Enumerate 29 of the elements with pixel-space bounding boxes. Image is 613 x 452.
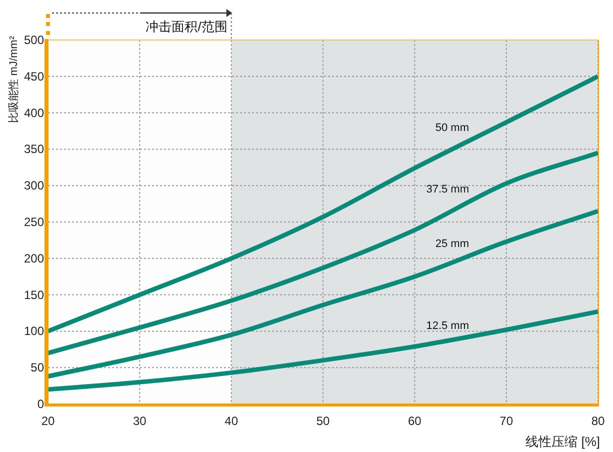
y-tick-label: 350 (24, 142, 44, 156)
x-tick-label: 70 (500, 414, 514, 428)
y-tick-label: 400 (24, 106, 44, 120)
line-series (46, 309, 600, 392)
y-tick-label: 200 (24, 251, 44, 266)
y-tick-label: 450 (24, 69, 44, 84)
x-tick-label: 20 (41, 414, 55, 428)
x-tick-label: 40 (224, 414, 238, 428)
line-series (46, 208, 600, 379)
x-axis-title: 线性压缩 [%] (526, 434, 600, 449)
series-label: 12.5 mm (426, 320, 469, 332)
series-label: 25 mm (435, 238, 469, 250)
x-tick-label: 60 (408, 414, 422, 428)
series-label: 37.5 mm (426, 183, 469, 196)
y-tick-label: 50 (30, 360, 44, 375)
y-tick-label: 150 (24, 288, 44, 302)
line-series (46, 74, 600, 334)
line-series (46, 150, 600, 356)
y-tick-label: 300 (24, 178, 44, 193)
x-tick-label: 80 (591, 414, 605, 428)
x-tick-label: 30 (132, 414, 147, 428)
y-tick-label: 250 (24, 215, 44, 229)
series-label: 50 mm (435, 122, 469, 134)
y-tick-label: 500 (24, 33, 44, 47)
x-tick-label: 50 (316, 414, 330, 428)
y-tick-label: 100 (24, 324, 44, 338)
y-axis-title: 比吸能性 mJ/mm² (7, 36, 20, 123)
y-tick-label: 0 (37, 397, 44, 411)
text: 冲击面积/范围 (146, 19, 228, 34)
